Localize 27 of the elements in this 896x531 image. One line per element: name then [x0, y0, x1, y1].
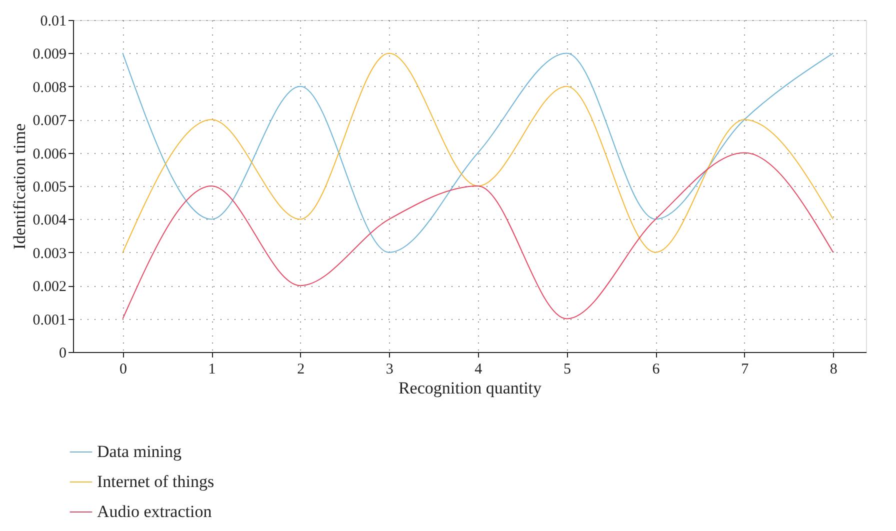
y-tick-label: 0.01	[40, 14, 66, 30]
y-tick-label: 0.002	[32, 279, 66, 296]
legend-label: Internet of things	[97, 472, 214, 491]
y-tick-label: 0	[59, 346, 66, 362]
line-series	[122, 52, 834, 253]
y-tick-label: 0.006	[32, 146, 67, 162]
y-tick-label: 0.003	[32, 246, 66, 262]
y-axis-title: Identification time	[10, 123, 29, 250]
x-tick-label: 5	[563, 362, 571, 378]
y-tick-label: 0.007	[32, 113, 67, 130]
y-tick-label: 0.005	[32, 180, 66, 196]
x-tick-label: 8	[830, 362, 838, 378]
y-tick-label: 0.001	[32, 312, 66, 328]
x-tick-label: 3	[386, 362, 394, 378]
legend-label: Audio extraction	[97, 502, 212, 521]
x-tick-label: 2	[297, 362, 305, 378]
x-tick-label: 7	[741, 362, 750, 378]
x-tick-label: 1	[208, 362, 216, 378]
x-tick-label: 4	[474, 362, 483, 378]
legend-label: Data mining	[97, 442, 182, 461]
line-series	[122, 152, 834, 320]
y-tick-label: 0.009	[32, 46, 66, 63]
x-tick-label: 6	[652, 362, 660, 378]
y-tick-label: 0.008	[32, 80, 66, 96]
y-tick-label: 0.004	[32, 212, 67, 229]
x-tick-label: 0	[119, 362, 127, 378]
x-axis-title: Recognition quantity	[398, 378, 542, 398]
